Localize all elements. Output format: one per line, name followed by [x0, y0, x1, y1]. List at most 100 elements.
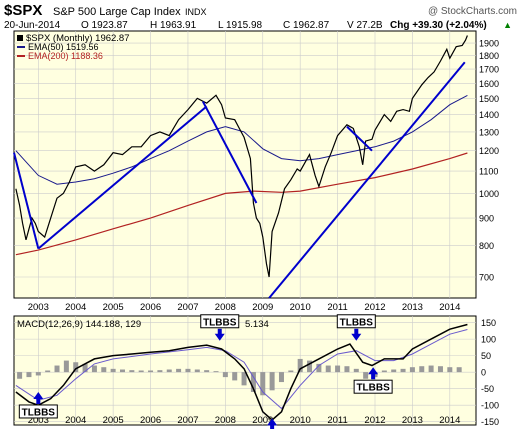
macd-y-tick-label: -100 — [481, 401, 499, 411]
macd-x-tick-label: 2010 — [290, 415, 311, 426]
histogram-bar — [232, 372, 238, 381]
macd-x-tick-label: 2004 — [65, 415, 86, 426]
histogram-bar — [391, 369, 397, 373]
price-grid — [14, 31, 476, 298]
macd-x-tick-label: 2013 — [402, 415, 423, 426]
price-y-tick-label: 1400 — [479, 110, 499, 120]
price-x-tick-label: 2010 — [290, 302, 311, 313]
histogram-bar — [138, 370, 144, 373]
histogram-bar — [447, 367, 453, 373]
trendline — [13, 152, 40, 249]
price-plot-area — [13, 30, 477, 299]
histogram-bar — [250, 372, 256, 392]
arrow-up-icon — [267, 418, 278, 431]
price-legend: $SPX (Monthly) 1962.87 EMA(50) 1519.56 E… — [17, 33, 130, 61]
price-y-tick-label: 900 — [479, 214, 494, 224]
macd-line — [15, 323, 468, 421]
close-value: C 1962.87 — [283, 20, 330, 31]
macd-x-tick-label: 2011 — [327, 415, 347, 426]
price-y-tick-label: 1100 — [479, 167, 498, 177]
arrow-down-icon — [214, 328, 225, 341]
price-x-ticks: 2003 2004 2005 2006 2007 2008 2009 2010 2011 2012… — [28, 302, 461, 313]
macd-y-ticks: 150 100 50 0 -50 -100 -150 — [481, 318, 499, 427]
price-x-tick-label: 2009 — [252, 302, 273, 313]
histogram-bar — [82, 363, 88, 373]
annotation-box — [18, 404, 58, 419]
price-x-tick-label: 2013 — [402, 302, 423, 313]
macd-x-tick-label: 2007 — [177, 415, 198, 426]
price-y-tick-label: 1000 — [479, 189, 499, 199]
arrow-up-icon — [33, 391, 44, 404]
watermark: @ StockCharts.com — [428, 6, 517, 17]
legend-ema200: EMA(200) 1188.36 — [28, 51, 103, 61]
annotation-box — [336, 314, 376, 329]
macd-x-tick-label: 2009 — [252, 415, 273, 426]
price-y-tick-label: 800 — [479, 241, 494, 251]
trendline — [268, 61, 466, 299]
legend-ema50: EMA(50) 1519.56 — [28, 42, 99, 52]
annotation-box — [353, 379, 393, 394]
date: 20-Jun-2014 — [4, 20, 61, 31]
histogram-bar — [73, 362, 79, 373]
macd-x-tick-label: 2003 — [28, 415, 49, 426]
price-y-tick-label: 1900 — [479, 39, 499, 49]
price-y-tick-label: 1800 — [479, 51, 499, 61]
macd-y-tick-label: 0 — [481, 368, 486, 378]
histogram-bar — [381, 370, 387, 373]
histogram-bar — [213, 371, 219, 373]
price-x-tick-label: 2007 — [177, 302, 198, 313]
trendline — [202, 101, 258, 204]
trendline — [346, 125, 373, 152]
histogram-bar — [241, 372, 247, 386]
histogram-bar — [325, 365, 331, 373]
annotation-box — [200, 314, 240, 329]
price-x-tick-label: 2004 — [65, 302, 86, 313]
ema200-line — [15, 152, 468, 256]
histogram-bar — [307, 360, 313, 373]
histogram-bar — [353, 368, 359, 373]
histogram-bar — [63, 360, 69, 373]
price-y-tick-label: 1600 — [479, 79, 499, 89]
change-up-icon: ▲ — [503, 20, 512, 30]
annotation: TLBBS — [200, 314, 240, 341]
histogram-bar — [35, 372, 41, 376]
price-x-tick-label: 2003 — [28, 302, 49, 313]
histogram-bar — [316, 363, 322, 373]
annotation: TLBBS — [353, 367, 393, 394]
legend-swatch-price — [17, 35, 23, 41]
change-value: Chg +39.30 (+2.04%) — [390, 20, 487, 31]
macd-histogram — [17, 358, 462, 396]
annotation: TLBBS — [18, 391, 58, 419]
price-x-tick-label: 2008 — [215, 302, 236, 313]
histogram-bar — [260, 372, 266, 396]
histogram-bar — [400, 368, 406, 373]
histogram-bar — [26, 372, 32, 378]
histogram-bar — [176, 368, 182, 373]
histogram-bar — [437, 366, 443, 373]
histogram-bar — [456, 367, 462, 373]
histogram-bar — [344, 366, 350, 373]
macd-x-tick-label: 2014 — [439, 415, 460, 426]
price-y-ticks: 700 800 900 1000 1100 1200 1300 1400 1500 1600 170… — [479, 39, 499, 283]
chart-header: $SPX S&P 500 Large Cap Index INDX @ Stoc… — [4, 2, 517, 31]
arrow-down-icon — [351, 328, 362, 341]
macd-label: MACD(12,26,9) 144.188, 129 — [17, 319, 141, 330]
histogram-bar — [17, 372, 23, 379]
macd-y-tick-label: 50 — [481, 351, 491, 361]
price-y-tick-label: 1200 — [479, 146, 499, 156]
volume-value: V 27.2B — [347, 20, 383, 31]
histogram-bar — [288, 370, 294, 373]
annotation-label: TLBBS — [356, 383, 390, 394]
histogram-bar — [278, 372, 284, 383]
macd-y-tick-label: 100 — [481, 335, 496, 345]
macd-x-tick-label: 2005 — [103, 415, 124, 426]
histogram-bar — [129, 370, 135, 373]
histogram-bar — [204, 370, 210, 373]
annotation: TLBBS — [336, 314, 376, 341]
arrow-up-icon — [368, 367, 379, 380]
price-x-tick-label: 2011 — [327, 302, 347, 313]
ema50-line — [15, 94, 468, 185]
